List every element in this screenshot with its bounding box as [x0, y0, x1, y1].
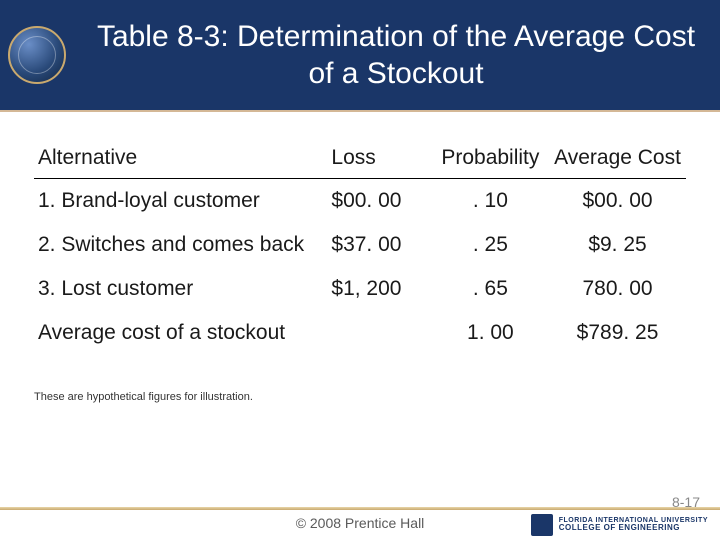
cell-loss: [327, 311, 431, 355]
stockout-table: Alternative Loss Probability Average Cos…: [34, 140, 686, 355]
table-row: 2. Switches and comes back $37. 00 . 25 …: [34, 223, 686, 267]
table-row: 3. Lost customer $1, 200 . 65 780. 00: [34, 267, 686, 311]
footer-bar: © 2008 Prentice Hall FLORIDA INTERNATION…: [0, 506, 720, 540]
cell-avg-cost: $789. 25: [549, 311, 686, 355]
cell-alternative: 3. Lost customer: [34, 267, 327, 311]
cell-probability: . 10: [432, 179, 549, 224]
table-row: 1. Brand-loyal customer $00. 00 . 10 $00…: [34, 179, 686, 224]
cell-loss: $37. 00: [327, 223, 431, 267]
university-seal-icon: [8, 26, 66, 84]
brand-text: FLORIDA INTERNATIONAL UNIVERSITY COLLEGE…: [559, 517, 708, 533]
col-header-avg-cost: Average Cost: [549, 140, 686, 179]
title-bar: Table 8-3: Determination of the Average …: [0, 0, 720, 112]
cell-avg-cost: 780. 00: [549, 267, 686, 311]
cell-alternative: 2. Switches and comes back: [34, 223, 327, 267]
slide-title: Table 8-3: Determination of the Average …: [84, 18, 708, 93]
col-header-alternative: Alternative: [34, 140, 327, 179]
table-row-summary: Average cost of a stockout 1. 00 $789. 2…: [34, 311, 686, 355]
cell-probability: 1. 00: [432, 311, 549, 355]
col-header-probability: Probability: [432, 140, 549, 179]
cell-avg-cost: $9. 25: [549, 223, 686, 267]
cell-loss: $00. 00: [327, 179, 431, 224]
cell-avg-cost: $00. 00: [549, 179, 686, 224]
cell-probability: . 25: [432, 223, 549, 267]
footnote: These are hypothetical figures for illus…: [0, 355, 720, 403]
cell-loss: $1, 200: [327, 267, 431, 311]
cell-alternative: 1. Brand-loyal customer: [34, 179, 327, 224]
brand-mark-icon: [531, 514, 553, 536]
brand-line2: COLLEGE OF ENGINEERING: [559, 524, 708, 532]
table-header-row: Alternative Loss Probability Average Cos…: [34, 140, 686, 179]
content-area: Alternative Loss Probability Average Cos…: [0, 112, 720, 355]
cell-probability: . 65: [432, 267, 549, 311]
brand-badge: FLORIDA INTERNATIONAL UNIVERSITY COLLEGE…: [531, 514, 708, 536]
col-header-loss: Loss: [327, 140, 431, 179]
cell-alternative: Average cost of a stockout: [34, 311, 327, 355]
